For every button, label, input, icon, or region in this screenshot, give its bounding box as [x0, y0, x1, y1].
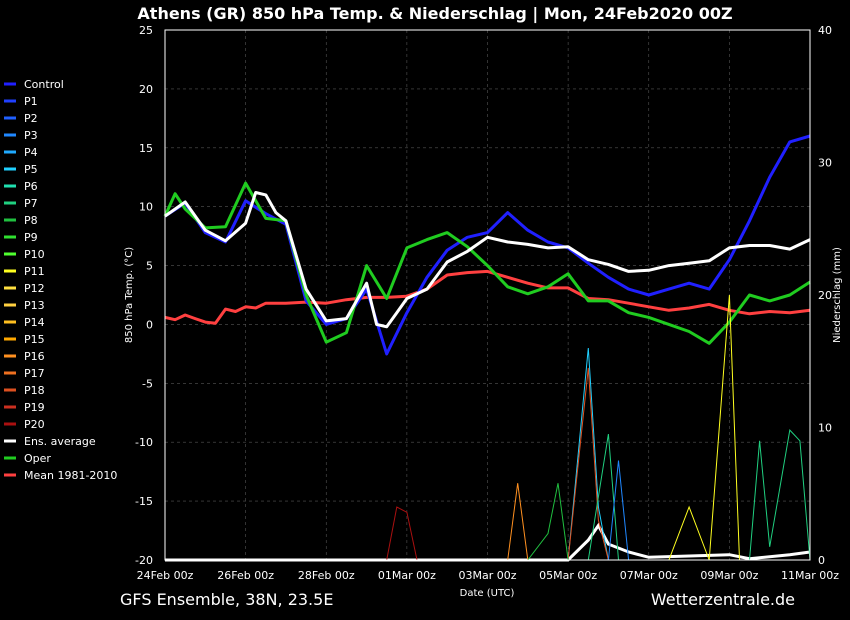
temperature-series [163, 134, 811, 356]
y-axis-label: 850 hPa Temp. (°C) [124, 247, 135, 343]
x-tick-label: 11Mar 00z [781, 569, 839, 582]
legend-label: P8 [24, 214, 38, 227]
legend-label: P10 [24, 248, 45, 261]
y-tick-label: -20 [135, 554, 153, 567]
y-tick-label: 0 [146, 318, 153, 331]
plot-frame [164, 29, 811, 561]
legend-label: P13 [24, 299, 45, 312]
y2-axis-ticks: 40 30 20 10 0 [818, 24, 832, 567]
y-tick-label: 25 [139, 24, 153, 37]
y-tick-label: 5 [146, 260, 153, 273]
legend-label: P9 [24, 231, 38, 244]
y2-tick-label: 40 [818, 24, 832, 37]
precip-line-p7 [165, 429, 811, 561]
footer-model-info: GFS Ensemble, 38N, 23.5E [120, 590, 334, 609]
legend-label: P18 [24, 384, 45, 397]
legend: Control P1 P2 P3 P4 P5 P6 P7 P8 P9 P10 P11 P12 P13 P14… [4, 78, 117, 482]
x-tick-label: 05Mar 00z [539, 569, 597, 582]
y2-tick-label: 20 [818, 289, 832, 302]
x-tick-label: 26Feb 00z [217, 569, 274, 582]
x-tick-label: 07Mar 00z [620, 569, 678, 582]
precip-line-ens-average [165, 522, 811, 562]
y2-axis-label: Niederschlag (mm) [832, 247, 843, 343]
temp-line-mean-1981-2010 [164, 269, 811, 325]
legend-label: Oper [24, 452, 51, 465]
legend-label: P19 [24, 401, 45, 414]
chart-title: Athens (GR) 850 hPa Temp. & Niederschlag… [137, 4, 733, 23]
y-tick-label: 15 [139, 142, 153, 155]
legend-label: P20 [24, 418, 45, 431]
legend-label: P3 [24, 129, 38, 142]
legend-label: Ens. average [24, 435, 96, 448]
legend-label: Control [24, 78, 64, 91]
y-tick-label: 20 [139, 83, 153, 96]
y-tick-label: 10 [139, 201, 153, 214]
x-tick-label: 03Mar 00z [458, 569, 516, 582]
y-tick-label: -10 [135, 436, 153, 449]
y2-tick-label: 30 [818, 157, 832, 170]
x-tick-label: 24Feb 00z [137, 569, 194, 582]
y-tick-label: -5 [142, 377, 153, 390]
legend-label: P14 [24, 316, 45, 329]
x-axis-ticks: 24Feb 00z 26Feb 00z 28Feb 00z 01Mar 00z 03Ma… [137, 569, 840, 582]
legend-label: P15 [24, 333, 45, 346]
x-axis-label: Date (UTC) [460, 588, 515, 599]
y2-tick-label: 10 [818, 422, 832, 435]
y-tick-label: -15 [135, 495, 153, 508]
y2-tick-label: 0 [818, 554, 825, 567]
temp-line-oper [163, 181, 811, 345]
legend-label: Mean 1981-2010 [24, 469, 117, 482]
legend-label: P16 [24, 350, 45, 363]
x-tick-label: 28Feb 00z [298, 569, 355, 582]
legend-label: P12 [24, 282, 45, 295]
footer-brand: Wetterzentrale.de [650, 590, 795, 609]
legend-label: P2 [24, 112, 38, 125]
legend-label: P17 [24, 367, 45, 380]
temp-line-ens-average [164, 191, 811, 329]
legend-label: P1 [24, 95, 38, 108]
legend-label: P6 [24, 180, 38, 193]
y-axis-ticks: 25 20 15 10 5 0 -5 -10 -15 -20 [135, 24, 153, 567]
legend-label: P7 [24, 197, 38, 210]
legend-label: P4 [24, 146, 38, 159]
legend-label: P5 [24, 163, 38, 176]
temp-line-control [164, 134, 811, 356]
grid [164, 29, 811, 561]
legend-label: P11 [24, 265, 45, 278]
x-tick-label: 09Mar 00z [700, 569, 758, 582]
x-tick-label: 01Mar 00z [378, 569, 436, 582]
